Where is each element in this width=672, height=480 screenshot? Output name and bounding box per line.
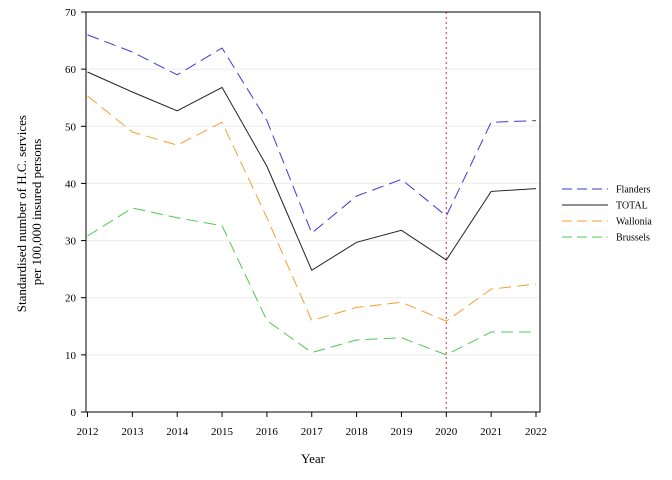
y-tick-label-1: 10: [65, 350, 77, 362]
legend-label-total: TOTAL: [616, 201, 648, 212]
x-tick-label-10: 2022: [525, 426, 547, 438]
x-tick-label-7: 2019: [390, 426, 413, 438]
legend: Flanders TOTAL Wallonia Brussels: [562, 185, 652, 244]
y-axis-title-line-1: Standardised number of H.C. services: [14, 115, 29, 312]
y-tick-label-5: 50: [65, 121, 77, 133]
x-axis-title: Year: [301, 451, 326, 466]
x-tick-label-9: 2021: [480, 426, 502, 438]
x-tick-label-3: 2015: [211, 426, 234, 438]
y-tick-label-2: 20: [65, 293, 77, 305]
y-tick-label-7: 70: [65, 7, 77, 19]
legend-label-brussels: Brussels: [616, 233, 650, 244]
x-tick-label-8: 2020: [435, 426, 458, 438]
x-tick-label-4: 2016: [256, 426, 279, 438]
y-tick-label-3: 30: [65, 236, 77, 248]
x-tick-label-2: 2014: [166, 426, 189, 438]
y-axis-title-line-2: per 100,000 insured persons: [29, 139, 44, 286]
y-tick-label-6: 60: [65, 64, 77, 76]
y-tick-label-4: 40: [65, 178, 77, 190]
x-axis-ticks: 2012 2013 2014 2015 2016 2017 2018 2019 2020 2021…: [77, 412, 547, 438]
series-line-brussels: [87, 207, 536, 356]
x-tick-label-5: 2017: [301, 426, 324, 438]
x-tick-label-0: 2012: [77, 426, 99, 438]
x-tick-label-6: 2018: [346, 426, 369, 438]
series-line-wallonia: [87, 95, 537, 322]
plot-area-frame: [85, 11, 541, 413]
y-axis-ticks: 0 10 20 30 40 50 60 70: [65, 7, 86, 419]
series-line-flanders: [87, 34, 537, 234]
series-lines: [87, 34, 537, 356]
y-tick-label-0: 0: [71, 407, 77, 419]
legend-label-flanders: Flanders: [616, 185, 651, 196]
x-tick-label-1: 2013: [121, 426, 144, 438]
legend-label-wallonia: Wallonia: [616, 217, 652, 228]
series-line-total: [87, 71, 537, 272]
y-axis-title: Standardised number of H.C. services per…: [14, 112, 44, 312]
